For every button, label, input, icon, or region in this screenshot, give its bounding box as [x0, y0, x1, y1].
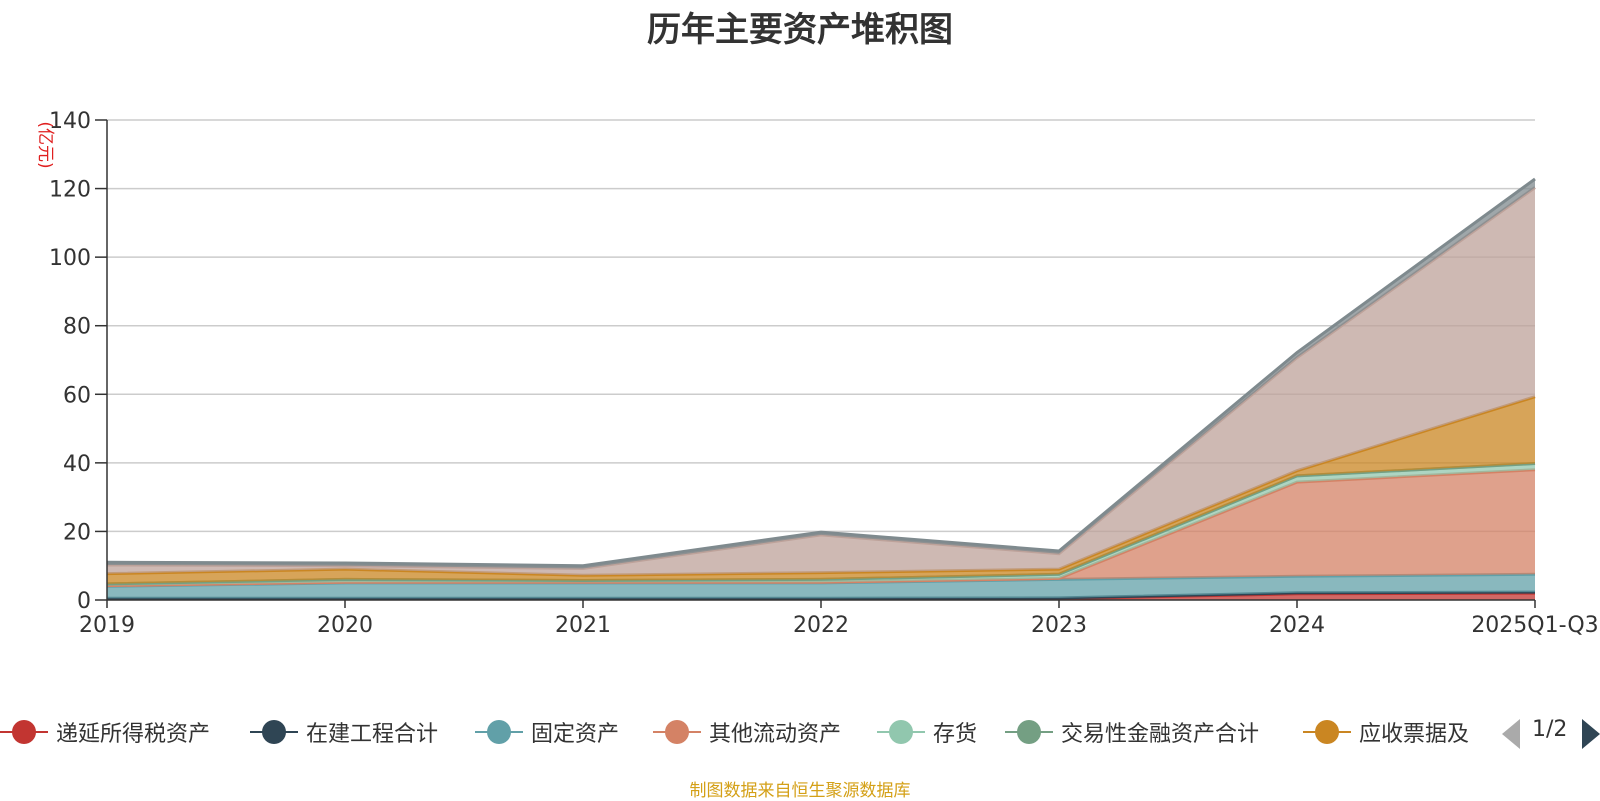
area-series-2 — [107, 574, 1535, 599]
legend-item[interactable]: 存货 — [877, 712, 977, 752]
y-tick-label: 120 — [49, 178, 91, 203]
legend-prev-page-icon[interactable] — [1502, 719, 1520, 749]
legend-marker-dot — [12, 720, 36, 744]
line-series-8 — [106, 177, 1536, 568]
legend-next-page-icon[interactable] — [1582, 719, 1600, 749]
y-tick-label: 40 — [63, 452, 91, 477]
legend-label: 交易性金融资产合计 — [1061, 722, 1260, 747]
legend-marker-dot — [487, 720, 511, 744]
y-tick-label: 140 — [49, 109, 91, 134]
legend-label: 递延所得税资产 — [56, 722, 211, 747]
legend-marker-dot — [1315, 720, 1339, 744]
area-series-7 — [107, 187, 1535, 576]
area-series-4 — [107, 463, 1535, 586]
legend-marker-icon — [475, 712, 523, 752]
chart-title: 历年主要资产堆积图 — [647, 10, 953, 50]
y-tick-label: 60 — [63, 383, 91, 408]
legend-item[interactable]: 应收票据及 — [1303, 712, 1469, 752]
y-tick-label: 100 — [49, 246, 91, 271]
legend-marker-icon — [653, 712, 701, 752]
legend-marker-dot — [262, 720, 286, 744]
x-tick-label: 2021 — [555, 613, 611, 638]
data-source-note: 制图数据来自恒生聚源数据库 — [689, 781, 911, 801]
legend-marker-dot — [1017, 720, 1041, 744]
legend-page-indicator: 1/2 — [1532, 717, 1568, 742]
x-tick-label: 2025Q1-Q3 — [1471, 613, 1598, 638]
legend-item[interactable]: 在建工程合计 — [250, 712, 438, 752]
chart-legend: 递延所得税资产 在建工程合计 固定资产 其他流动资产 存货 交易性金融资产合计 应收票据及 — [0, 712, 1600, 752]
area-series-0 — [107, 593, 1535, 600]
legend-item[interactable]: 固定资产 — [475, 712, 619, 752]
legend-marker-icon — [250, 712, 298, 752]
legend-marker-dot — [665, 720, 689, 744]
area-series-3 — [107, 469, 1535, 587]
legend-marker-icon — [1005, 712, 1053, 752]
legend-label: 在建工程合计 — [306, 722, 439, 747]
legend-label: 固定资产 — [531, 722, 620, 747]
y-tick-label: 0 — [77, 589, 91, 614]
x-tick-label: 2020 — [317, 613, 373, 638]
legend-label: 其他流动资产 — [709, 722, 842, 747]
y-tick-label: 20 — [63, 520, 91, 545]
legend-marker-dot — [889, 720, 913, 744]
legend-item[interactable]: 交易性金融资产合计 — [1005, 712, 1259, 752]
x-tick-label: 2024 — [1269, 613, 1325, 638]
x-tick-label: 2019 — [79, 613, 135, 638]
legend-label: 存货 — [933, 722, 978, 747]
x-tick-label: 2023 — [1031, 613, 1087, 638]
legend-marker-icon — [877, 712, 925, 752]
legend-label: 应收票据及 — [1359, 722, 1470, 747]
legend-marker-icon — [0, 712, 48, 752]
legend-item[interactable]: 其他流动资产 — [653, 712, 841, 752]
y-axis-unit-label: (亿元) — [35, 121, 55, 168]
y-tick-label: 80 — [63, 315, 91, 340]
x-tick-label: 2022 — [793, 613, 849, 638]
legend-item[interactable]: 递延所得税资产 — [0, 712, 210, 752]
legend-marker-icon — [1303, 712, 1351, 752]
